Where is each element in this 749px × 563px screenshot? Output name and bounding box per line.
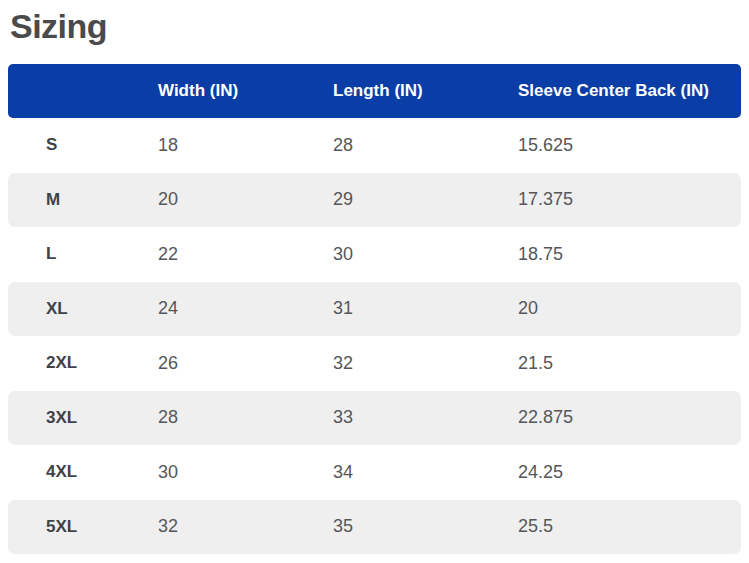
table-row: 5XL323525.5 (8, 500, 741, 555)
sleeve-cell: 20 (518, 298, 741, 319)
sleeve-cell: 25.5 (518, 516, 741, 537)
width-cell: 24 (158, 298, 333, 319)
width-cell: 30 (158, 462, 333, 483)
sleeve-cell: 18.75 (518, 244, 741, 265)
size-cell: 3XL (8, 408, 158, 428)
length-cell: 35 (333, 516, 518, 537)
size-cell: 4XL (8, 462, 158, 482)
length-cell: 29 (333, 189, 518, 210)
length-cell: 28 (333, 135, 518, 156)
table-row: 4XL303424.25 (8, 445, 741, 500)
sizing-table: Width (IN) Length (IN) Sleeve Center Bac… (8, 64, 741, 554)
table-header-row: Width (IN) Length (IN) Sleeve Center Bac… (8, 64, 741, 118)
length-cell: 30 (333, 244, 518, 265)
sleeve-cell: 22.875 (518, 407, 741, 428)
size-cell: S (8, 135, 158, 155)
width-cell: 20 (158, 189, 333, 210)
length-cell: 34 (333, 462, 518, 483)
length-cell: 32 (333, 353, 518, 374)
width-cell: 22 (158, 244, 333, 265)
width-cell: 18 (158, 135, 333, 156)
size-cell: 2XL (8, 353, 158, 373)
size-cell: L (8, 244, 158, 264)
sleeve-cell: 17.375 (518, 189, 741, 210)
length-cell: 33 (333, 407, 518, 428)
header-cell-width: Width (IN) (158, 81, 333, 101)
table-row: S182815.625 (8, 118, 741, 173)
width-cell: 26 (158, 353, 333, 374)
header-cell-sleeve: Sleeve Center Back (IN) (518, 81, 741, 101)
length-cell: 31 (333, 298, 518, 319)
table-row: M202917.375 (8, 173, 741, 228)
sleeve-cell: 15.625 (518, 135, 741, 156)
sleeve-cell: 21.5 (518, 353, 741, 374)
table-row: L223018.75 (8, 227, 741, 282)
width-cell: 28 (158, 407, 333, 428)
table-row: 3XL283322.875 (8, 391, 741, 446)
width-cell: 32 (158, 516, 333, 537)
table-row: XL243120 (8, 282, 741, 337)
header-cell-length: Length (IN) (333, 81, 518, 101)
page-title: Sizing (10, 6, 741, 47)
sleeve-cell: 24.25 (518, 462, 741, 483)
sizing-section: Sizing Width (IN) Length (IN) Sleeve Cen… (0, 0, 749, 554)
table-row: 2XL263221.5 (8, 336, 741, 391)
table-body: S182815.625M202917.375L223018.75XL243120… (8, 118, 741, 554)
size-cell: M (8, 190, 158, 210)
size-cell: XL (8, 299, 158, 319)
size-cell: 5XL (8, 517, 158, 537)
